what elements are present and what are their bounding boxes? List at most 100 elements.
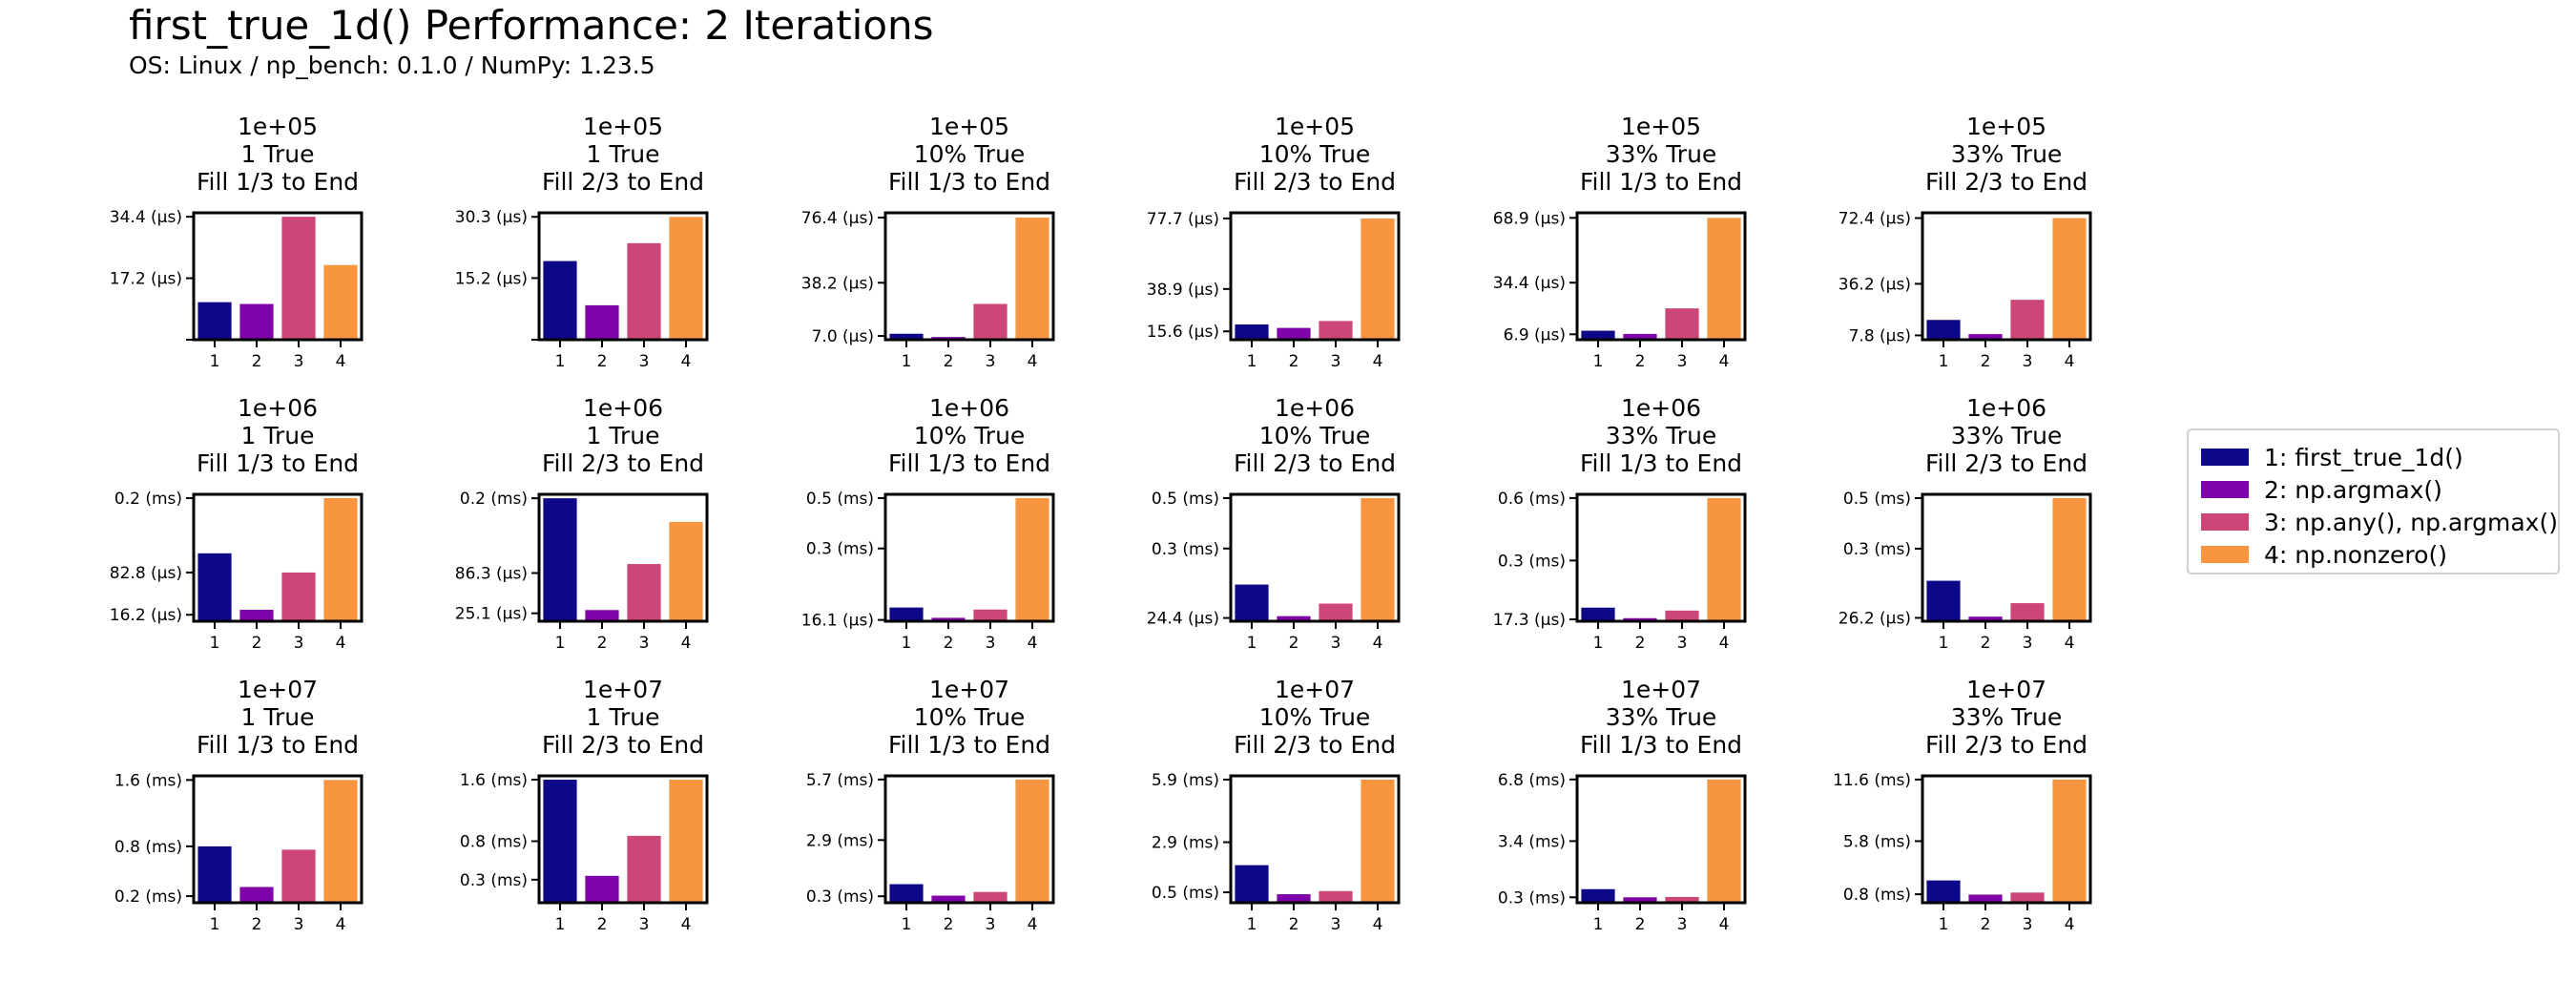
subplot-title-line: 1e+06	[1275, 394, 1355, 422]
subplot-title-line: 1e+07	[929, 676, 1009, 703]
x-tick-label: 1	[902, 634, 912, 653]
bar	[543, 498, 577, 621]
bar	[2052, 497, 2087, 621]
bar	[973, 303, 1008, 340]
plot-frame	[537, 492, 709, 623]
plot-frame	[1229, 774, 1401, 905]
bar	[1926, 580, 1961, 621]
bar	[669, 780, 703, 903]
bar	[1277, 616, 1311, 621]
y-tick-label: 72.4 (µs)	[1839, 210, 1911, 229]
subplot-title-line: Fill 2/3 to End	[1925, 449, 2088, 477]
x-tick-label: 3	[639, 915, 650, 934]
plot-frame	[1575, 492, 1747, 623]
bar	[1707, 779, 1741, 903]
subplot-title-line: 1e+05	[1966, 113, 2046, 140]
bar	[1319, 603, 1353, 621]
x-tick-label: 2	[252, 634, 262, 653]
x-tick-label: 2	[1981, 634, 1991, 653]
y-tick-label: 26.2 (µs)	[1839, 609, 1911, 628]
bar	[1926, 880, 1961, 903]
bar	[2010, 603, 2045, 621]
subplot-title-line: 10% True	[914, 422, 1026, 449]
legend-swatch	[2201, 546, 2249, 563]
legend-swatch	[2201, 481, 2249, 498]
bar	[1361, 218, 1395, 340]
y-tick-label: 36.2 (µs)	[1839, 275, 1911, 294]
legend-item: 3: np.any(), np.argmax()	[2201, 506, 2558, 538]
x-tick-label: 2	[1289, 634, 1299, 653]
y-tick-label: 0.3 (ms)	[460, 871, 528, 890]
subplot-title-line: 1e+07	[1275, 676, 1355, 703]
x-tick-label: 1	[210, 352, 220, 371]
y-tick-label: 34.4 (µs)	[110, 208, 182, 227]
bar	[323, 497, 358, 621]
bar	[1926, 320, 1961, 340]
subplot-title-line: 1e+07	[1621, 676, 1701, 703]
subplot-title-line: 1e+07	[583, 676, 663, 703]
x-tick-label: 2	[944, 352, 954, 371]
y-tick-label: 0.6 (ms)	[1498, 490, 1566, 509]
plot-frame	[883, 211, 1055, 342]
y-tick-label: 0.2 (ms)	[114, 887, 182, 907]
subplot-title-line: 10% True	[1259, 140, 1371, 168]
subplot-title-line: Fill 1/3 to End	[197, 168, 359, 196]
y-tick-label: 82.8 (µs)	[110, 564, 182, 583]
subplot-title-line: 10% True	[1259, 703, 1371, 731]
x-tick-label: 2	[1635, 915, 1646, 934]
legend-label: 2: np.argmax()	[2264, 475, 2442, 504]
bar	[1968, 334, 2003, 340]
subplot-title-line: 1 True	[587, 140, 660, 168]
bar	[931, 895, 966, 903]
subplot-title-line: 33% True	[1606, 140, 1717, 168]
x-tick-label: 4	[2065, 634, 2075, 653]
y-tick-label: 0.8 (ms)	[114, 838, 182, 857]
x-tick-label: 2	[1981, 352, 1991, 371]
subplot-title-line: Fill 1/3 to End	[888, 168, 1050, 196]
bar	[889, 607, 924, 621]
bar	[585, 304, 619, 340]
figure-subtitle: OS: Linux / np_bench: 0.1.0 / NumPy: 1.2…	[129, 52, 655, 79]
y-tick-label: 76.4 (µs)	[801, 209, 874, 228]
plot-frame	[537, 211, 709, 342]
x-tick-label: 4	[1719, 915, 1730, 934]
subplot-title-line: Fill 1/3 to End	[197, 731, 359, 759]
x-tick-label: 3	[294, 915, 304, 934]
bar	[1015, 497, 1049, 621]
subplot-title-line: 1 True	[587, 422, 660, 449]
x-tick-label: 3	[1331, 352, 1341, 371]
legend-item: 2: np.argmax()	[2201, 473, 2558, 506]
plot-frame	[1921, 211, 2092, 342]
x-tick-label: 1	[555, 634, 566, 653]
x-tick-label: 4	[2065, 915, 2075, 934]
bar	[281, 217, 316, 340]
subplot-title-line: 1 True	[241, 703, 315, 731]
subplot-title-line: Fill 1/3 to End	[888, 449, 1050, 477]
y-tick-label: 0.5 (ms)	[1843, 490, 1911, 509]
y-tick-label: 5.8 (ms)	[1843, 832, 1911, 851]
bar	[1015, 779, 1049, 903]
subplot-title-line: Fill 2/3 to End	[1925, 168, 2088, 196]
plot-frame	[883, 492, 1055, 623]
x-tick-label: 3	[1677, 915, 1688, 934]
x-tick-label: 1	[1593, 915, 1604, 934]
y-tick-label: 17.2 (µs)	[110, 270, 182, 289]
bar	[1581, 888, 1615, 903]
x-tick-label: 4	[1028, 915, 1038, 934]
y-tick-label: 17.3 (µs)	[1493, 611, 1566, 630]
x-tick-label: 4	[1028, 352, 1038, 371]
y-tick-label: 25.1 (µs)	[455, 605, 528, 624]
x-tick-label: 1	[902, 352, 912, 371]
subplot-title-line: Fill 1/3 to End	[888, 731, 1050, 759]
bar	[1235, 865, 1269, 903]
plot-frame	[1575, 211, 1747, 342]
bar	[197, 845, 232, 903]
x-tick-label: 1	[1247, 634, 1257, 653]
subplot-title-line: 1e+07	[1966, 676, 2046, 703]
x-tick-label: 3	[986, 915, 996, 934]
